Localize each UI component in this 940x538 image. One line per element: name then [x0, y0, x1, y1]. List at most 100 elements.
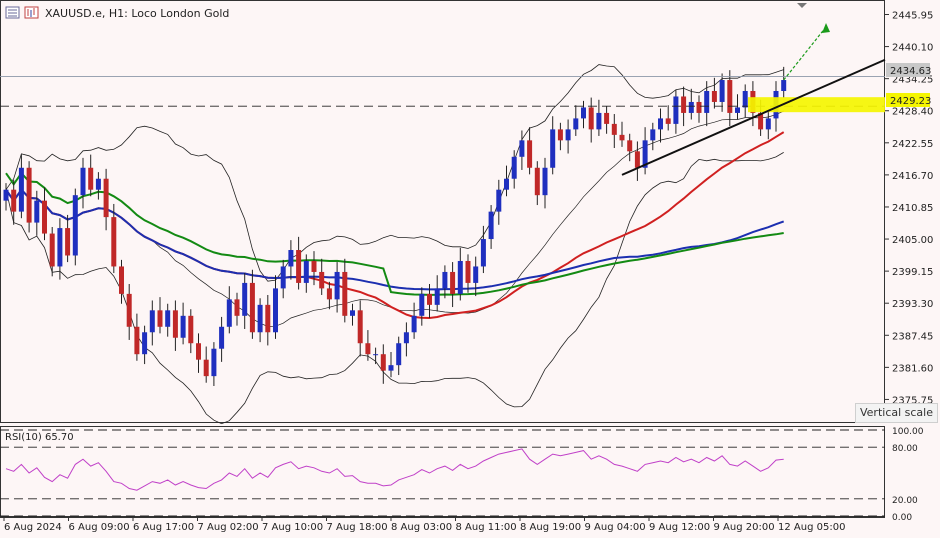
candle-body: [103, 178, 109, 218]
candle-body: [488, 211, 494, 240]
rsi-panel: [0, 426, 885, 517]
rsi-line: [5, 448, 784, 491]
candle-body: [196, 343, 201, 360]
candle-body: [711, 90, 717, 102]
candle-body: [581, 107, 586, 119]
projection-arrow-head-icon: [822, 23, 830, 33]
projection-arrow: [783, 26, 827, 81]
time-tick-label: 7 Aug 18:00: [327, 522, 388, 533]
candle-body: [473, 266, 479, 283]
candle-body: [596, 112, 602, 130]
price-tick-label: 2393.30: [892, 299, 933, 310]
candle-body: [357, 310, 363, 344]
ma-blue: [5, 188, 785, 291]
time-tick-label: 12 Aug 05:00: [778, 522, 845, 533]
candle-body: [634, 151, 640, 168]
candle-body: [403, 332, 409, 344]
time-tick-label: 8 Aug 11:00: [456, 522, 517, 533]
candle-body: [758, 112, 764, 130]
candle-body: [42, 200, 47, 234]
time-tick-label: 8 Aug 03:00: [391, 522, 452, 533]
candle-body: [604, 112, 610, 124]
candle-body: [72, 195, 78, 256]
candle-body: [88, 167, 94, 190]
candle-body: [719, 80, 725, 102]
candle-body: [511, 156, 517, 179]
rsi-level-label: 0.00: [892, 513, 912, 523]
ma-green: [5, 171, 784, 296]
candle-body: [288, 250, 294, 267]
price-tick-label: 2416.70: [892, 171, 933, 182]
time-tick-label: 9 Aug 20:00: [714, 522, 775, 533]
candle-body: [65, 228, 71, 256]
candle-body: [57, 228, 63, 267]
price-tick-label: 2387.45: [892, 331, 933, 342]
candle-body: [11, 189, 17, 212]
candle-body: [242, 282, 248, 316]
candle-body: [3, 189, 9, 201]
scroll-marker-icon[interactable]: [797, 3, 807, 8]
price-tick-label: 2422.55: [892, 139, 933, 150]
time-tick-label: 7 Aug 10:00: [262, 522, 323, 533]
candle-body: [203, 359, 209, 377]
candle-body: [303, 260, 309, 283]
candle-body: [465, 260, 471, 283]
candle-body: [226, 299, 232, 327]
candle-body: [219, 326, 225, 349]
candle-body: [411, 315, 417, 333]
candle-body: [573, 118, 579, 130]
time-tick-label: 7 Aug 02:00: [198, 522, 259, 533]
svg-text:2434.63: 2434.63: [890, 66, 931, 77]
candle-body: [781, 80, 787, 91]
candle-body: [642, 140, 648, 168]
candle-body: [265, 304, 271, 333]
candle-body: [496, 189, 502, 212]
candle-body: [165, 310, 171, 327]
main-panel: [0, 0, 885, 423]
price-tick-label: 2445.95: [892, 10, 933, 21]
candle-body: [334, 271, 340, 300]
current-price-label: 2434.63: [886, 63, 931, 77]
candle-body: [126, 293, 132, 327]
candle-body: [134, 326, 140, 355]
candle-body: [611, 123, 617, 135]
candle-body: [80, 167, 86, 196]
rsi-level-label: 20.00: [892, 496, 918, 506]
candle-body: [180, 315, 186, 338]
candle-body: [696, 101, 702, 113]
candle-body: [727, 80, 733, 113]
candle-body: [380, 354, 386, 371]
trend-line: [621, 58, 886, 176]
chart-title: XAUUSD.e, H1: Loco London Gold: [45, 7, 229, 20]
candle-body: [111, 217, 117, 267]
price-tick-label: 2428.40: [892, 107, 933, 118]
candle-body: [26, 167, 32, 223]
price-tick-label: 2434.25: [892, 75, 933, 86]
candle-body: [527, 140, 533, 168]
marked-level-label: 2429.23: [886, 93, 931, 107]
candle-body: [650, 129, 656, 141]
candle-body: [388, 365, 394, 371]
support-zone: [748, 97, 885, 113]
candle-body: [457, 260, 463, 294]
candle-body: [442, 271, 448, 289]
candle-body: [534, 167, 540, 196]
candle-body: [735, 107, 740, 113]
rsi-level-label: 100.00: [892, 427, 924, 437]
candle-body: [311, 260, 317, 272]
candle-body: [273, 288, 278, 333]
candle-body: [619, 134, 625, 141]
candle-body: [365, 343, 371, 355]
time-tick-label: 8 Aug 19:00: [520, 522, 581, 533]
candle-body: [419, 293, 425, 316]
price-tick-label: 2405.00: [892, 235, 933, 246]
candle-body: [673, 96, 679, 124]
time-tick-label: 6 Aug 2024: [4, 522, 62, 533]
candle-body: [480, 239, 486, 267]
time-tick-label: 6 Aug 17:00: [133, 522, 194, 533]
header: XAUUSD.e, H1: Loco London Gold: [5, 6, 229, 20]
candle-body: [396, 343, 402, 366]
candle-body: [519, 140, 525, 157]
candle-body: [550, 129, 556, 168]
